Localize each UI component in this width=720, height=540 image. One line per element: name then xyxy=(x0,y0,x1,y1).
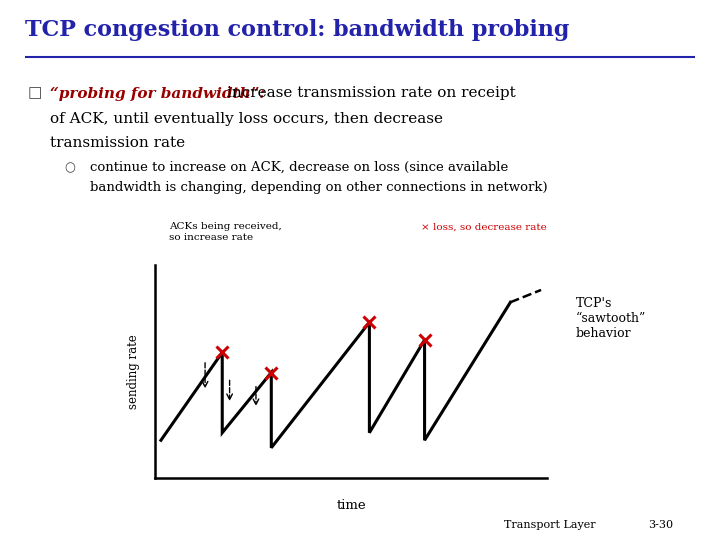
Text: sending rate: sending rate xyxy=(127,334,140,409)
Text: continue to increase on ACK, decrease on loss (since available: continue to increase on ACK, decrease on… xyxy=(90,161,508,174)
Text: transmission rate: transmission rate xyxy=(50,136,186,150)
Text: ○: ○ xyxy=(65,161,76,174)
Text: TCP congestion control: bandwidth probing: TCP congestion control: bandwidth probin… xyxy=(25,19,570,41)
Text: increase transmission rate on receipt: increase transmission rate on receipt xyxy=(227,86,516,100)
Text: ACKs being received,
so increase rate: ACKs being received, so increase rate xyxy=(169,222,282,242)
Text: time: time xyxy=(336,499,366,512)
Text: “probing for bandwidth”:: “probing for bandwidth”: xyxy=(50,86,266,100)
Text: × loss, so decrease rate: × loss, so decrease rate xyxy=(421,222,547,232)
Text: Transport Layer: Transport Layer xyxy=(504,520,595,530)
Text: 3-30: 3-30 xyxy=(648,520,673,530)
Text: TCP's
“sawtooth”
behavior: TCP's “sawtooth” behavior xyxy=(576,297,647,340)
Text: of ACK, until eventually loss occurs, then decrease: of ACK, until eventually loss occurs, th… xyxy=(50,112,444,126)
Text: bandwidth is changing, depending on other connections in network): bandwidth is changing, depending on othe… xyxy=(90,181,548,194)
Text: □: □ xyxy=(27,86,42,100)
